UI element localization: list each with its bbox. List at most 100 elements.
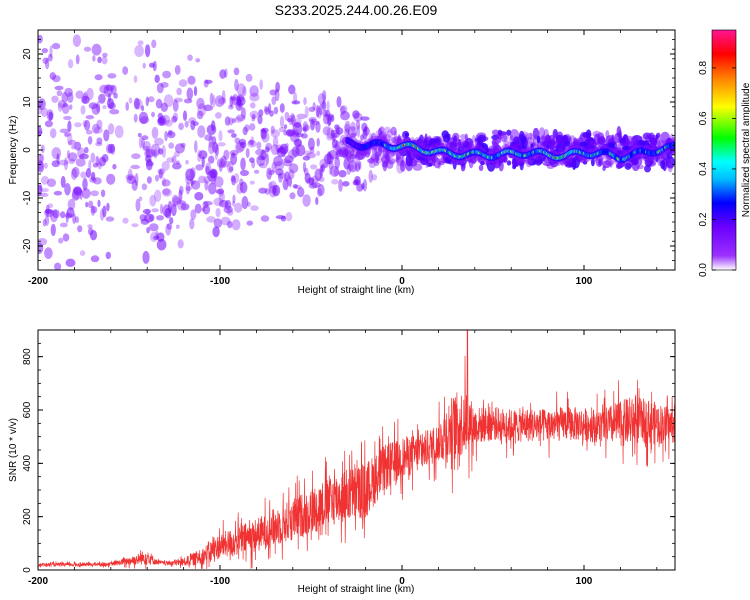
colorbar-tick-label: 0.2 — [698, 212, 709, 226]
spectrogram-blob — [308, 106, 316, 113]
spectrogram-blob — [316, 106, 322, 119]
spectrogram-blob — [348, 159, 358, 173]
spectrogram-blob — [360, 116, 370, 121]
snr-x-tick-label: 100 — [576, 576, 593, 587]
spectrogram-blob — [525, 158, 532, 168]
spectrogram-blob — [47, 203, 54, 209]
spectrogram-blob — [311, 182, 321, 188]
spectrogram-blob — [340, 111, 350, 121]
spectrogram-blob — [185, 175, 193, 185]
spectrogram-blob — [198, 175, 206, 184]
spectrogram-blob — [161, 188, 171, 196]
spectrogram-blob — [271, 161, 277, 173]
spectrogram-blob — [75, 216, 79, 224]
spectrogram-blob — [209, 92, 214, 106]
spectrogram-blob — [133, 97, 140, 110]
spectrogram-blob — [71, 191, 80, 202]
spectrogram-blob — [49, 45, 53, 58]
spectrogram-blob — [173, 97, 183, 103]
spectrogram-blob — [350, 132, 357, 137]
spectrogram-blob — [330, 165, 340, 177]
spectrogram-blob — [660, 160, 666, 170]
spectrogram-blob — [46, 178, 57, 187]
spectrogram-blob — [193, 86, 198, 97]
spectrogram-blob — [130, 164, 141, 170]
spectrogram-blob — [67, 120, 72, 133]
spectrogram-blob — [370, 153, 380, 161]
spectrogram-blob — [176, 160, 180, 165]
spectrogram-blob — [311, 175, 319, 184]
spectrogram-blob — [655, 134, 659, 140]
spectrogram-blob — [85, 115, 95, 120]
spectrogram-blob — [211, 136, 217, 145]
spectrogram-blob — [320, 164, 325, 173]
spectrogram-blob — [197, 125, 206, 138]
spectrogram-blob — [291, 100, 301, 105]
spectrogram-blob — [249, 92, 260, 102]
spectrogram-blob — [100, 189, 106, 198]
spectrogram-blob — [609, 160, 613, 168]
spectrogram-blob — [49, 209, 58, 223]
spectrogram-blob — [391, 136, 397, 143]
spectrogram-blob — [142, 62, 146, 69]
spectrogram-blob — [208, 155, 215, 164]
spectrogram-blob — [261, 127, 269, 133]
spectrogram-blob — [418, 134, 424, 145]
spectrogram-blob — [265, 146, 270, 153]
spectrogram-blob — [302, 155, 311, 161]
spectrogram-blob — [125, 101, 129, 111]
spectrogram-blob — [158, 169, 163, 180]
spectrogram-blob — [270, 144, 279, 156]
spectrogram-blob — [619, 138, 623, 143]
spectrogram-blob — [164, 130, 168, 142]
spectrogram-blob — [64, 183, 71, 196]
spectrogram-blob — [223, 160, 231, 168]
spectrogram-blob — [667, 162, 673, 173]
spectrogram-blob — [288, 84, 296, 95]
spectrogram-blob — [492, 141, 500, 154]
spectrogram-blob — [190, 180, 201, 190]
spectrogram-blob — [256, 154, 266, 167]
spectrogram-blob — [137, 132, 142, 138]
spectrogram-blob — [106, 173, 116, 185]
spectrogram-blob — [454, 138, 461, 145]
snr-x-tick-label: -200 — [28, 576, 48, 587]
spectrogram-blob — [88, 159, 92, 171]
spectrogram-blob — [67, 198, 76, 211]
spectrogram-blob — [72, 34, 81, 47]
spectrogram-blob — [185, 159, 189, 165]
figure-title: S233.2025.244.00.26.E09 — [275, 2, 438, 18]
snr-series-line — [38, 330, 675, 569]
spectrogram-blob — [74, 141, 82, 151]
spectrogram-blob — [82, 177, 88, 191]
spectrogram-blob — [605, 159, 615, 166]
spectrogram-blob — [266, 167, 272, 180]
spectrogram-blob — [49, 128, 57, 139]
spectrogram-blob — [178, 189, 183, 203]
spectrogram-blob — [134, 98, 143, 110]
spectrogram-blob — [385, 155, 392, 161]
spectrogram-blob — [395, 150, 401, 160]
spectrogram-blob — [63, 131, 72, 137]
spectrogram-blob — [231, 219, 241, 231]
spectrogram-blob — [363, 179, 367, 192]
spectrogram-blob — [234, 116, 243, 123]
spectrogram-blob — [133, 75, 138, 83]
snr-y-axis-label: SNR (10 * v/v) — [8, 418, 19, 482]
spectrogram-blob — [502, 157, 507, 164]
spectrogram-x-tick-label: -200 — [28, 276, 48, 287]
spectrogram-blob — [270, 125, 275, 134]
snr-y-tick-label: 200 — [22, 508, 33, 525]
spectrogram-blob — [240, 157, 246, 171]
spectrogram-blob — [90, 255, 100, 263]
spectrogram-blob — [317, 188, 323, 197]
spectrogram-blob — [630, 135, 640, 148]
spectrogram-blob — [176, 87, 182, 96]
spectrogram-blob — [250, 136, 255, 147]
spectrogram-blob — [167, 129, 173, 136]
spectrogram-blob — [255, 149, 265, 156]
spectrogram-blob — [423, 138, 428, 148]
spectrogram-blob — [57, 100, 66, 109]
spectrogram-blob — [42, 218, 47, 227]
